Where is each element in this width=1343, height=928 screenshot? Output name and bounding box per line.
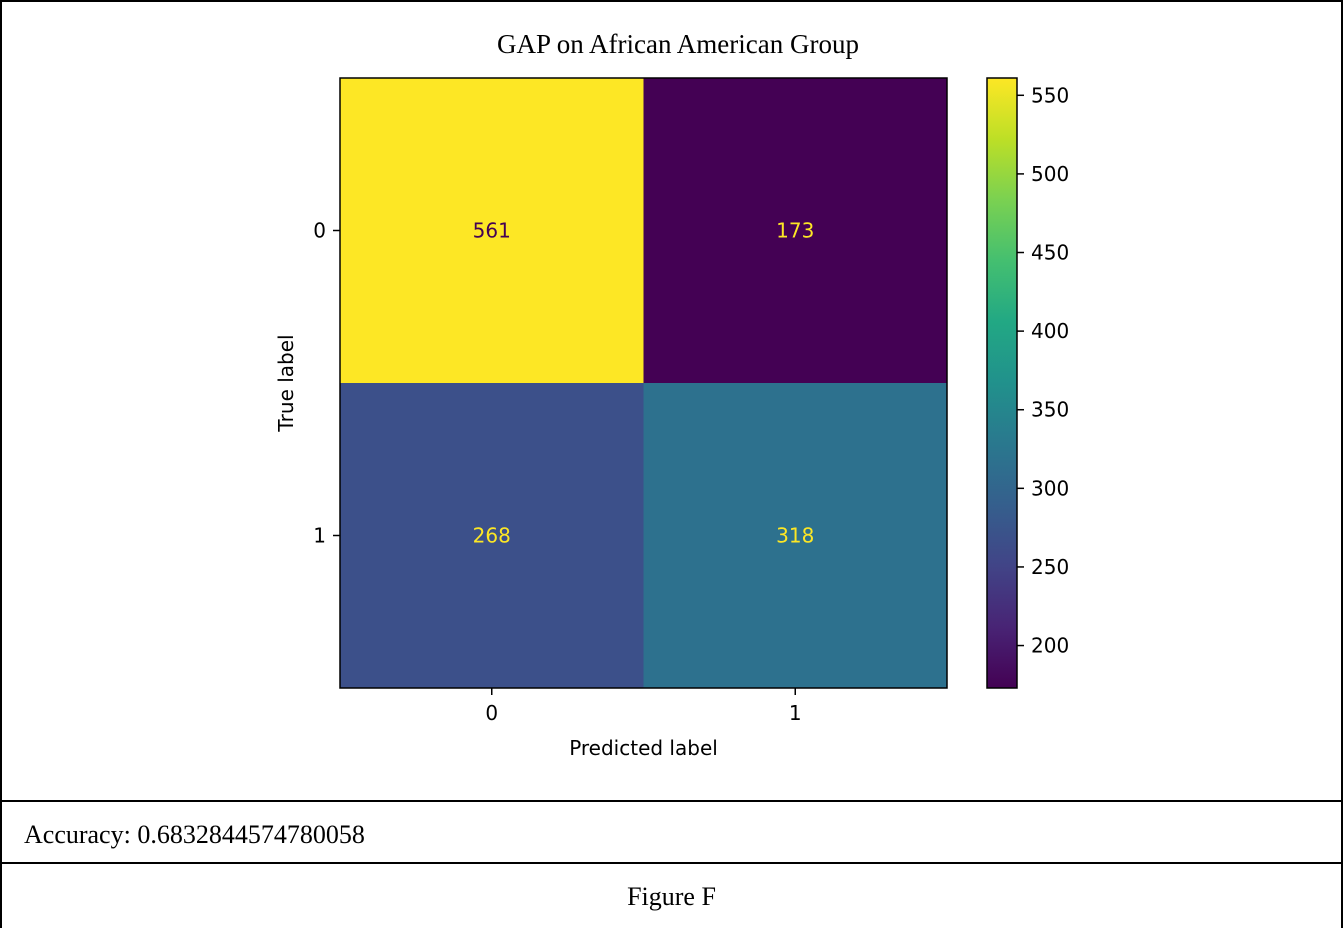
colorbar-tick-label: 200 xyxy=(1031,634,1069,658)
matrix-cell-label-0-1: 173 xyxy=(776,219,814,243)
x-tick-label: 1 xyxy=(789,701,802,725)
chart-title: GAP on African American Group xyxy=(497,29,859,59)
x-tick-label: 0 xyxy=(485,701,498,725)
y-axis-label: True label xyxy=(274,334,298,432)
confusion-matrix-chart: GAP on African American Group 561 173 268 3… xyxy=(274,29,1069,760)
colorbar-tick-label: 350 xyxy=(1031,398,1069,422)
colorbar-tick-label: 450 xyxy=(1031,241,1069,265)
x-axis-label: Predicted label xyxy=(569,736,718,760)
matrix-cell-1-0 xyxy=(340,383,644,688)
y-axis: 01 xyxy=(313,219,340,548)
accuracy-text: Accuracy: 0.6832844574780058 xyxy=(24,820,365,849)
plot-border xyxy=(339,77,948,689)
matrix-cell-labels: 561 173 268 318 xyxy=(473,219,815,548)
colorbar-ticks: 200 250 300 350 400 450 500 550 xyxy=(1017,83,1069,658)
matrix-cell-label-1-1: 318 xyxy=(776,524,814,548)
matrix-cell-label-0-0: 561 xyxy=(473,219,511,243)
accuracy-cell: Accuracy: 0.6832844574780058 xyxy=(0,800,1343,864)
matrix-cells xyxy=(340,78,947,688)
colorbar-tick-label: 500 xyxy=(1031,162,1069,186)
colorbar xyxy=(986,77,1018,689)
matrix-cell-0-1 xyxy=(643,78,947,383)
colorbar-tick-label: 550 xyxy=(1031,83,1069,107)
colorbar-tick-label: 400 xyxy=(1031,319,1069,343)
y-tick-label: 1 xyxy=(313,524,326,548)
caption-cell: Figure F xyxy=(0,862,1343,928)
matrix-cell-1-1 xyxy=(643,383,947,688)
colorbar-tick-label: 250 xyxy=(1031,555,1069,579)
y-tick-label: 0 xyxy=(313,219,326,243)
matrix-cell-0-0 xyxy=(340,78,644,383)
matrix-cell-label-1-0: 268 xyxy=(473,524,511,548)
colorbar-tick-label: 300 xyxy=(1031,476,1069,500)
figure-caption: Figure F xyxy=(627,882,716,911)
